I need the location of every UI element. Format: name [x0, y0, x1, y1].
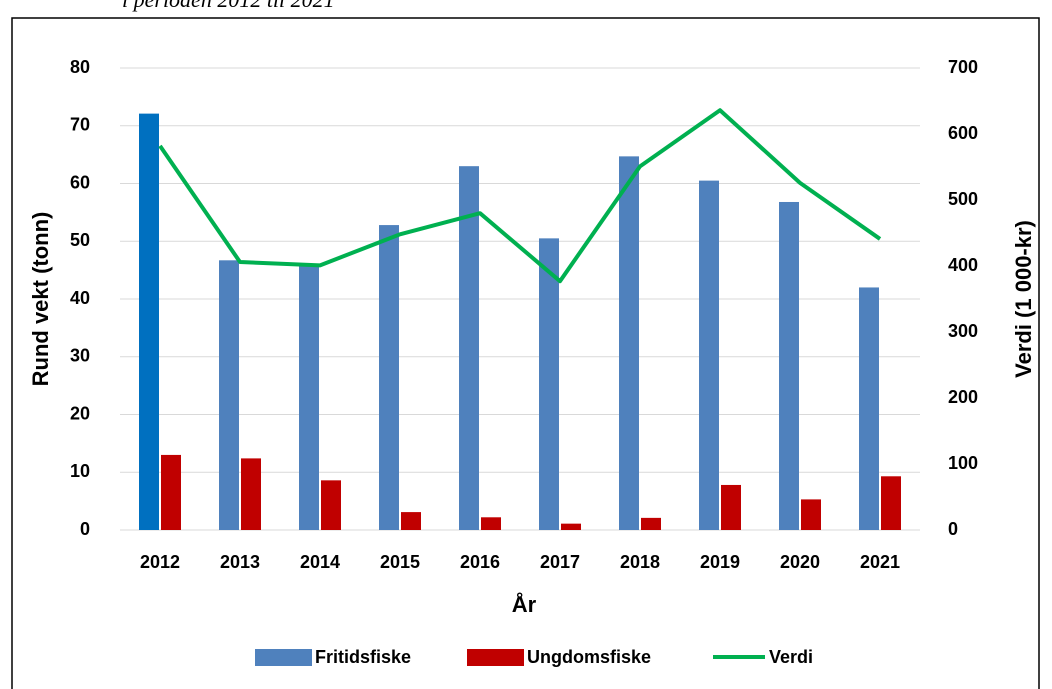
bar [139, 113, 159, 530]
y2-tick-label: 0 [948, 519, 958, 539]
x-tick-label: 2017 [540, 552, 580, 572]
legend-swatch [467, 649, 524, 666]
x-axis-label: År [512, 591, 537, 617]
y-tick-label: 30 [70, 346, 90, 366]
x-tick-label: 2015 [380, 552, 420, 572]
bar [481, 517, 501, 530]
y2-tick-label: 100 [948, 453, 978, 473]
bar [241, 458, 261, 530]
y-tick-label: 80 [70, 57, 90, 77]
x-tick-label: 2012 [140, 552, 180, 572]
x-tick-label: 2020 [780, 552, 820, 572]
bar [459, 166, 479, 531]
legend-label: Ungdomsfiske [527, 647, 651, 667]
chart-subtitle: i perioden 2012 til 2021 [122, 0, 335, 12]
bar [161, 454, 181, 530]
bar [721, 484, 741, 530]
y-tick-label: 0 [80, 519, 90, 539]
bar [561, 523, 581, 530]
bar [699, 180, 719, 531]
bar [779, 201, 799, 531]
bar [401, 512, 421, 530]
y-tick-label: 40 [70, 288, 90, 308]
y2-tick-label: 500 [948, 189, 978, 209]
x-tick-label: 2014 [300, 552, 340, 572]
x-tick-label: 2013 [220, 552, 260, 572]
y-tick-label: 50 [70, 230, 90, 250]
y2-tick-label: 200 [948, 387, 978, 407]
line [158, 108, 882, 284]
y-tick-label: 20 [70, 403, 90, 423]
y2-tick-label: 700 [948, 57, 978, 77]
x-tick-label: 2019 [700, 552, 740, 572]
bar [539, 238, 559, 531]
bar [881, 476, 901, 530]
y2-tick-label: 400 [948, 255, 978, 275]
bar [299, 264, 319, 530]
x-tick-label: 2018 [620, 552, 660, 572]
legend-swatch [255, 649, 312, 666]
y2-tick-label: 600 [948, 123, 978, 143]
y-tick-label: 70 [70, 115, 90, 135]
bar [859, 287, 879, 530]
x-tick-label: 2016 [460, 552, 500, 572]
y-axis-label: Rund vekt (tonn) [28, 212, 53, 387]
legend-label: Verdi [769, 647, 813, 667]
y-tick-label: 10 [70, 461, 90, 481]
y-tick-label: 60 [70, 172, 90, 192]
bar [379, 225, 399, 530]
bar [801, 499, 821, 530]
y2-tick-label: 300 [948, 321, 978, 341]
y2-axis-label: Verdi (1 000-kr) [1011, 220, 1036, 378]
chart-frame [11, 17, 1040, 689]
bar [641, 517, 661, 530]
bar [321, 480, 341, 530]
legend-label: Fritidsfiske [315, 647, 411, 667]
x-tick-label: 2021 [860, 552, 900, 572]
bar [619, 156, 639, 531]
bar [219, 260, 239, 530]
